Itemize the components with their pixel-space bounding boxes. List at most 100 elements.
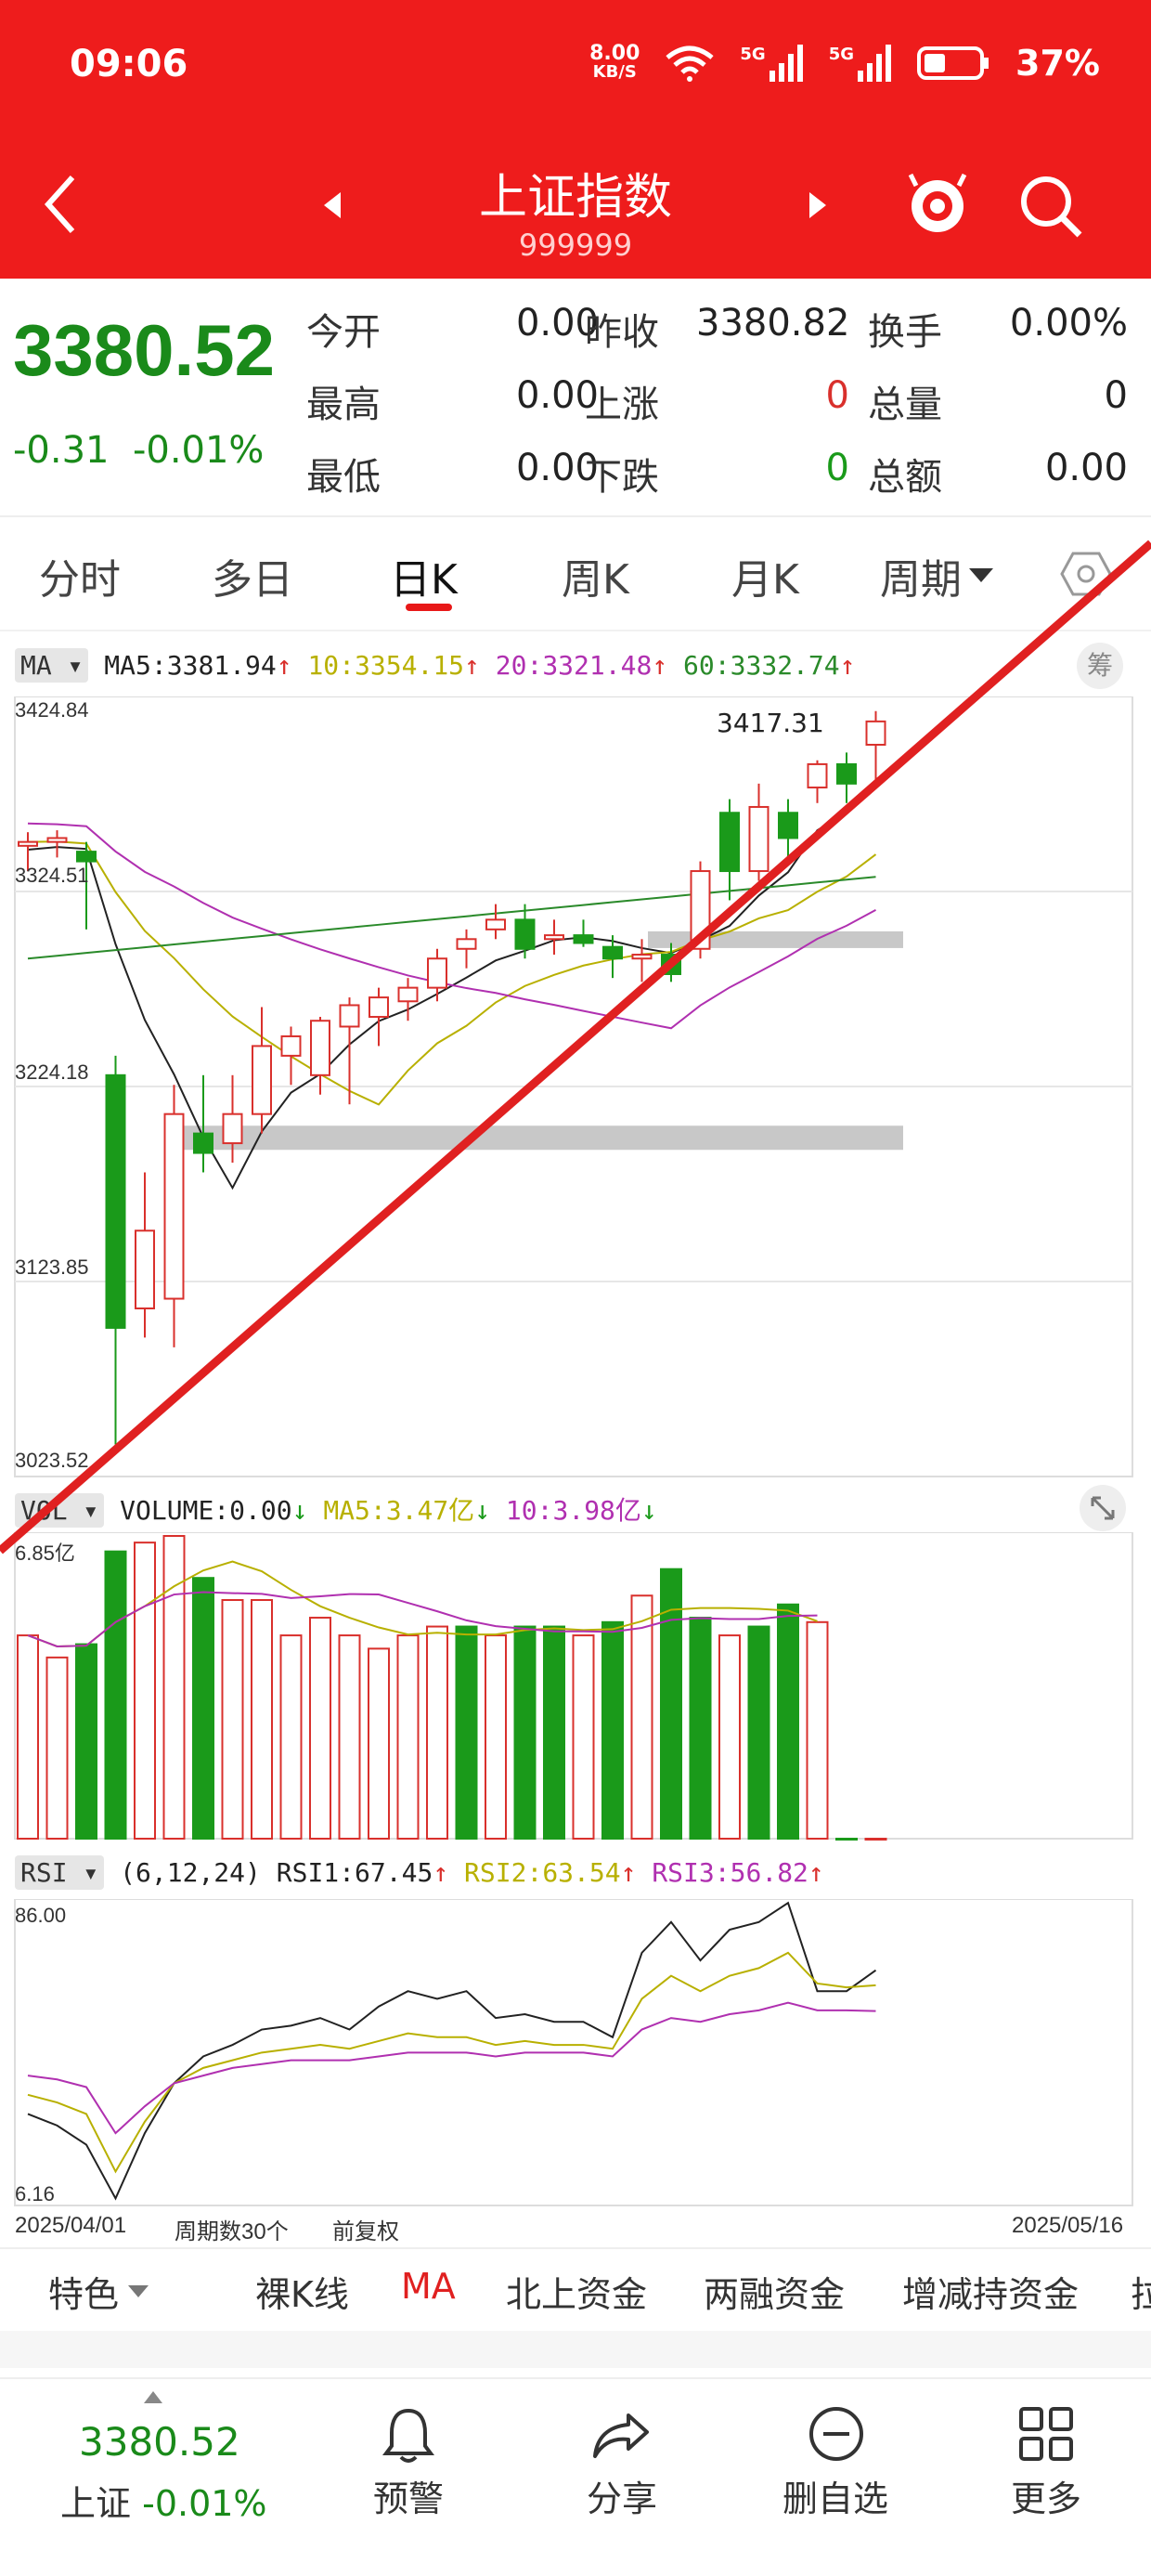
rsi-legend: RSI ▾ (6,12,24) RSI1:67.45↑ RSI2:63.54↑ … (15, 1855, 824, 1890)
candlestick-chart[interactable] (0, 696, 1151, 1486)
caret-down-icon (128, 2284, 149, 2297)
stock-code: 999999 (518, 228, 633, 263)
tab-multiday[interactable]: 多日 (212, 556, 293, 604)
candle-body (807, 762, 828, 789)
price-adjust-mode[interactable]: 前复权 (332, 2219, 399, 2244)
back-icon[interactable] (37, 172, 84, 237)
tab-daily-k[interactable]: 日K (390, 556, 458, 604)
remove-watchlist-icon[interactable] (808, 2405, 865, 2463)
chip-distribution-button[interactable]: 筹 (1077, 643, 1123, 689)
grid-more-icon[interactable] (1017, 2405, 1075, 2463)
volume-bar (426, 1625, 448, 1840)
candle-body (456, 938, 477, 950)
volume-bar (660, 1568, 682, 1841)
volume-bar (689, 1617, 712, 1840)
prev-stock-icon[interactable] (320, 190, 343, 220)
chart-frame (14, 1899, 1133, 2206)
volume-bar (251, 1599, 273, 1841)
bottom-toolbar (0, 2377, 1151, 2576)
candle-body (310, 1020, 330, 1076)
volume-bar (485, 1634, 507, 1840)
feature-bare-k[interactable]: 裸K线 (255, 2274, 349, 2315)
share-button[interactable]: 分享 (586, 2478, 657, 2519)
more-button[interactable]: 更多 (1010, 2478, 1081, 2519)
ma10-line (27, 840, 877, 1106)
tab-period[interactable]: 周期 (880, 546, 993, 605)
signal-5g-icon-2: 5G (829, 45, 893, 82)
arrow-up-icon: ↑ (464, 650, 480, 681)
candle-body (865, 720, 886, 746)
candle-body (369, 996, 389, 1019)
bell-icon[interactable] (381, 2405, 436, 2465)
ma20-line (27, 822, 876, 1030)
battery-percent: 37% (1015, 43, 1100, 84)
candle-body (397, 986, 419, 1003)
candle-body (193, 1132, 213, 1154)
arrow-up-icon: ↑ (433, 1857, 449, 1888)
tab-monthly-k[interactable]: 月K (731, 556, 799, 604)
tab-intraday[interactable]: 分时 (39, 556, 121, 604)
battery-icon (917, 46, 989, 80)
volume-bar (572, 1634, 595, 1840)
volume-bar (162, 1535, 186, 1840)
settings-hex-icon[interactable] (1060, 548, 1112, 600)
rsi-chart (14, 1899, 1133, 2206)
volume-bar (630, 1594, 653, 1841)
candle-body (280, 1034, 302, 1057)
x-axis-end: 2025/05/16 (1012, 2213, 1124, 2238)
rsi-selector[interactable]: RSI ▾ (15, 1855, 105, 1890)
feature-special[interactable]: 特色 (48, 2266, 149, 2317)
caret-up-icon[interactable] (144, 2391, 162, 2404)
arrow-down-icon: ↓ (640, 1495, 657, 1526)
share-icon[interactable] (591, 2410, 651, 2462)
candle-body (252, 1045, 272, 1115)
alert-button[interactable]: 预警 (372, 2478, 444, 2519)
candle-body (163, 1112, 185, 1300)
candle-body (76, 851, 97, 863)
candle-body (514, 918, 536, 950)
arrow-down-icon: ↓ (291, 1495, 308, 1526)
candle-body (748, 805, 769, 873)
search-icon[interactable] (1016, 172, 1086, 241)
quote-row: 最低 0.00 下跌 0 总额 0.00 (306, 447, 1128, 499)
volume-bar (221, 1599, 244, 1841)
bottom-price[interactable]: 3380.52 (79, 2419, 240, 2465)
expand-icon[interactable] (1079, 1484, 1127, 1532)
vol-ma10-line (27, 1591, 818, 1647)
remove-watchlist-button[interactable]: 删自选 (782, 2478, 888, 2519)
divider (0, 515, 1151, 517)
arrow-up-icon: ↑ (276, 650, 292, 681)
candle-body (46, 837, 68, 843)
rsi-line-1 (27, 1901, 877, 2201)
candle-body (573, 934, 594, 944)
volume-bar (835, 1838, 858, 1841)
quote-row: 今开 0.00 昨收 3380.82 换手 0.00% (306, 302, 1128, 354)
rsi-line-2 (27, 1951, 876, 2174)
candle-body (339, 1004, 360, 1028)
feature-holdings-change[interactable]: 增减持资金 (902, 2274, 1080, 2315)
candle-body (105, 1073, 126, 1329)
active-tab-indicator (406, 604, 452, 611)
caret-down-icon (969, 568, 993, 582)
status-icons: 8.00 KB/S 5G 5G 37% (589, 43, 1100, 84)
high-price-label: 3417.31 (717, 708, 824, 738)
bottom-index-change[interactable]: 上证 -0.01% (60, 2483, 267, 2524)
candle-body (778, 812, 798, 839)
quote-grid: 今开 0.00 昨收 3380.82 换手 0.00% 最高 0.00 上涨 0… (306, 302, 1132, 519)
volume-bar (338, 1634, 361, 1840)
volume-bar (134, 1542, 156, 1841)
feature-more[interactable]: 拉 (1131, 2274, 1151, 2315)
feature-margin[interactable]: 两融资金 (704, 2274, 846, 2315)
feature-northbound[interactable]: 北上资金 (506, 2274, 648, 2315)
vol-selector[interactable]: VOL ▾ (15, 1493, 105, 1528)
tab-weekly-k[interactable]: 周K (562, 556, 629, 604)
volume-bar (747, 1625, 770, 1840)
ma-legend: MA ▾ MA5:3381.94↑ 10:3354.15↑ 20:3321.48… (15, 648, 855, 683)
price-change: -0.31 -0.01% (13, 429, 265, 472)
next-stock-icon[interactable] (808, 190, 830, 220)
mascot-icon[interactable] (905, 167, 970, 241)
feature-ma[interactable]: MA (401, 2266, 456, 2307)
volume-bar (396, 1634, 420, 1840)
arrow-up-icon: ↑ (652, 650, 668, 681)
ma-selector[interactable]: MA ▾ (15, 648, 89, 683)
